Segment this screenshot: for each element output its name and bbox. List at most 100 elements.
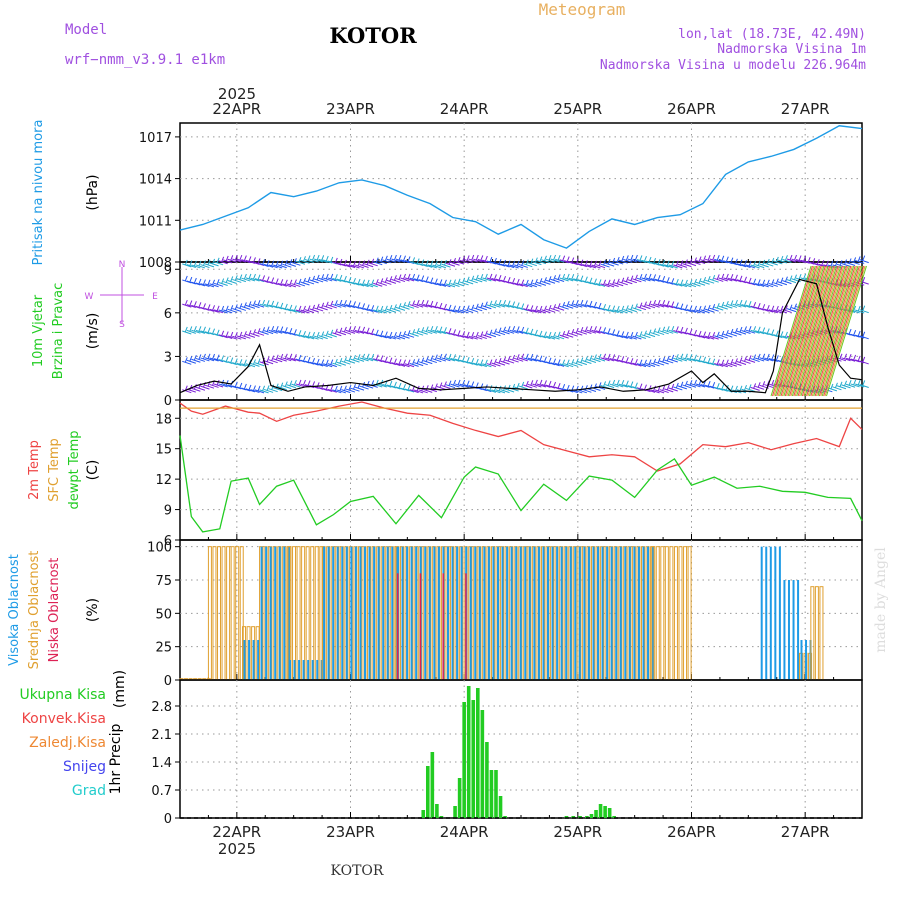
wind-barb-flag xyxy=(230,357,234,363)
wind-barb xyxy=(641,259,651,264)
cloud-bar-low xyxy=(442,573,444,680)
wind-barb xyxy=(786,279,797,284)
wind-barb xyxy=(213,282,224,287)
wind-unit-label: (m/s) xyxy=(85,313,101,350)
wind-barb-flag xyxy=(480,274,484,280)
wind-barb-flag xyxy=(625,380,629,386)
wind-barb xyxy=(741,359,751,364)
cloud-bar-high xyxy=(774,546,777,680)
wind-barb xyxy=(826,265,867,397)
wind-barb xyxy=(618,281,628,286)
wind-barb-flag xyxy=(507,300,511,306)
cloud-bar-high xyxy=(496,546,499,680)
wind-barb xyxy=(386,384,397,389)
wind-barb xyxy=(386,279,397,284)
wind-ytick-label: 9 xyxy=(164,263,172,278)
cloud-bar-high xyxy=(783,580,786,680)
wind-barb-flag xyxy=(548,331,552,338)
wind-barb xyxy=(391,335,401,340)
wind-barb-flag xyxy=(739,326,743,333)
wind-barb-flag xyxy=(507,355,511,362)
wind-barb xyxy=(227,258,237,263)
wind-barb-flag xyxy=(598,326,602,332)
wind-barb xyxy=(686,283,697,288)
precip-bar xyxy=(453,806,457,818)
wind-barb xyxy=(855,383,865,388)
wind-barb xyxy=(427,281,437,286)
wind-barb xyxy=(518,263,528,268)
wind-barb xyxy=(218,260,228,265)
cloud-bar-low xyxy=(465,573,467,680)
wind-barb-flag xyxy=(293,354,297,360)
wind-barb xyxy=(373,333,383,338)
wind-barb-flag xyxy=(766,328,770,334)
wind-barb-flag xyxy=(621,356,625,362)
wind-barb-flag xyxy=(484,255,488,262)
wind-barb xyxy=(654,303,665,308)
wind-barb xyxy=(645,277,656,282)
wind-barb-flag xyxy=(589,260,593,267)
wind-barb xyxy=(304,280,315,285)
wind-barb-flag xyxy=(789,304,793,310)
wind-barb xyxy=(309,258,319,263)
wind-barb xyxy=(468,361,478,366)
wind-barb-flag xyxy=(594,301,597,308)
wind-barb-flag xyxy=(748,277,752,284)
top-year-label: 2025 xyxy=(218,85,256,103)
wind-barb-flag xyxy=(684,259,688,265)
cloud-bar-high xyxy=(642,546,645,680)
wind-barb xyxy=(413,278,424,283)
wind-barb-flag xyxy=(607,258,611,265)
wind-barb-flag xyxy=(525,279,529,286)
wind-barb-flag xyxy=(457,379,461,386)
wind-barb-flag xyxy=(748,260,752,267)
wind-barb-flag xyxy=(725,300,729,307)
wind-barb-flag xyxy=(425,300,429,306)
wind-barb-flag xyxy=(457,330,461,336)
wind-barb xyxy=(445,384,456,389)
temp-ylabel: SFC Temp xyxy=(47,438,62,502)
wind-barb xyxy=(245,333,256,338)
cloud-bar-high xyxy=(433,546,436,680)
temp-ylabel: 2m Temp xyxy=(27,440,42,500)
wind-barb xyxy=(195,329,206,334)
wind-barb xyxy=(704,258,715,263)
cloud-bar-high xyxy=(478,546,481,680)
wind-barb-flag xyxy=(412,273,416,280)
wind-barb-flag xyxy=(362,260,366,266)
wind-barb xyxy=(659,303,669,308)
wind-barb-flag xyxy=(739,275,743,281)
wind-barb-flag xyxy=(253,385,256,391)
wind-barb-flag xyxy=(739,385,743,391)
wind-barb xyxy=(632,278,642,283)
wind-barb-flag xyxy=(521,260,525,266)
wind-barb xyxy=(668,329,678,334)
wind-barb-flag xyxy=(503,326,507,333)
wind-barb xyxy=(409,332,419,337)
wind-barb-flag xyxy=(725,256,729,262)
wind-barb-flag xyxy=(666,326,670,332)
cloud-bar-mid xyxy=(655,546,660,681)
wind-barb-flag xyxy=(489,256,493,263)
wind-barb-flag xyxy=(703,331,707,337)
wind-barb xyxy=(641,334,651,339)
wind-barb-flag xyxy=(848,328,852,335)
wind-barb-flag xyxy=(653,328,657,334)
wind-barb xyxy=(223,335,233,340)
wind-barb-flag xyxy=(493,257,497,264)
wind-barb-flag xyxy=(621,379,625,386)
wind-barb-flag xyxy=(298,354,302,361)
wind-barb xyxy=(759,263,769,268)
wind-barb-flag xyxy=(398,254,402,261)
wind-barb xyxy=(395,362,406,367)
wind-barb-flag xyxy=(666,300,670,306)
wind-barb xyxy=(709,258,719,263)
wind-barb xyxy=(536,260,547,265)
wind-barb xyxy=(568,277,578,282)
wind-barb-flag xyxy=(580,299,584,306)
wind-barb xyxy=(232,278,242,283)
wind-barb-flag xyxy=(189,356,193,362)
wind-barb-flag xyxy=(443,353,447,359)
wind-barb-flag xyxy=(689,258,693,264)
wind-barb-flag xyxy=(634,254,638,261)
